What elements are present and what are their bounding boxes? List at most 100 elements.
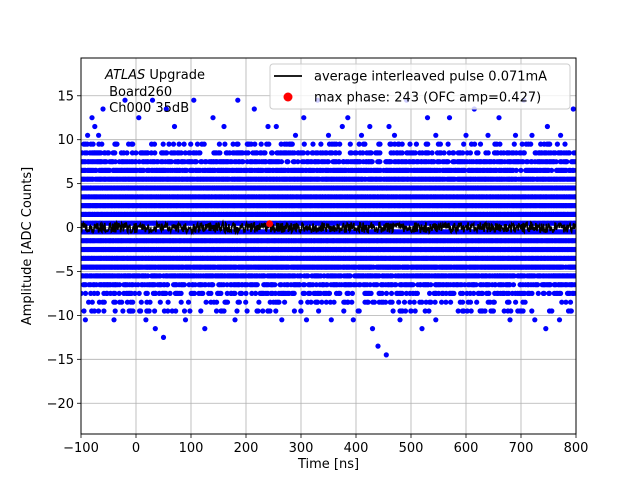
scatter-point xyxy=(371,299,378,305)
scatter-point xyxy=(379,290,385,296)
scatter-point xyxy=(254,282,260,288)
scatter-point xyxy=(410,282,416,288)
scatter-point xyxy=(323,299,329,305)
scatter-point xyxy=(368,290,374,296)
scatter-point xyxy=(486,290,492,296)
scatter-point xyxy=(239,290,245,296)
scatter-point xyxy=(145,273,151,279)
scatter-point xyxy=(165,299,171,305)
scatter-point xyxy=(432,299,438,305)
scatter-point xyxy=(448,299,454,305)
scatter-point xyxy=(234,308,240,314)
scatter-point xyxy=(185,299,192,305)
scatter-point xyxy=(426,308,432,314)
scatter-point xyxy=(573,229,576,235)
scatter-point xyxy=(101,299,107,305)
scatter-point xyxy=(291,308,297,314)
scatter-point xyxy=(419,299,425,305)
scatter-point xyxy=(563,299,569,305)
scatter-point xyxy=(236,299,242,305)
scatter-point xyxy=(345,290,351,296)
scatter-point xyxy=(187,308,193,314)
scatter-point xyxy=(501,308,507,314)
scatter-point xyxy=(411,299,417,305)
scatter-point xyxy=(399,290,405,296)
scatter-point xyxy=(272,282,278,288)
scatter-point xyxy=(573,246,576,253)
scatter-point xyxy=(513,299,519,305)
scatter-point xyxy=(112,290,118,296)
scatter-point xyxy=(347,273,353,279)
scatter-point xyxy=(559,299,565,305)
scatter-point xyxy=(460,299,466,305)
scatter-point xyxy=(443,299,449,305)
scatter-point xyxy=(337,290,343,296)
scatter-point xyxy=(214,299,220,305)
scatter-point xyxy=(116,290,122,296)
scatter-point xyxy=(218,290,224,296)
scatter-point xyxy=(383,299,389,305)
scatter-point xyxy=(165,308,171,314)
scatter-point xyxy=(82,290,89,296)
scatter-point xyxy=(315,299,321,305)
scatter-point xyxy=(138,308,144,314)
scatter-point xyxy=(573,264,576,270)
scatter-point xyxy=(451,290,457,296)
scatter-point xyxy=(200,290,206,296)
scatter-point xyxy=(535,290,541,296)
scatter-point xyxy=(558,290,564,296)
scatter-point xyxy=(341,308,347,314)
scatter-point xyxy=(439,299,445,305)
scatter-point xyxy=(573,290,576,296)
scatter-point xyxy=(165,282,171,288)
scatter-point xyxy=(396,299,402,305)
scatter-point xyxy=(507,282,513,288)
scatter-point xyxy=(89,299,95,305)
scatter-point xyxy=(81,290,84,296)
scatter-point xyxy=(326,290,333,296)
scatter-point xyxy=(81,308,87,314)
scatter-point xyxy=(407,299,413,305)
scatter-point xyxy=(249,290,255,296)
scatter-point xyxy=(297,282,303,288)
scatter-point xyxy=(260,308,266,314)
scatter-point xyxy=(511,273,517,279)
scatter-point xyxy=(573,238,576,244)
scatter-point xyxy=(455,308,461,314)
scatter-point xyxy=(573,273,576,279)
scatter-point xyxy=(547,282,554,288)
scatter-point xyxy=(401,299,408,305)
scatter-point xyxy=(522,299,528,305)
scatter-point xyxy=(167,290,173,296)
scatter-point xyxy=(427,290,433,296)
scatter-point xyxy=(243,290,249,296)
scatter-point xyxy=(390,308,396,314)
scatter-point xyxy=(112,308,118,314)
scatter-point xyxy=(112,299,118,305)
scatter-point xyxy=(345,299,351,305)
scatter-point xyxy=(86,299,92,305)
scatter-point xyxy=(253,290,259,296)
scatter-point xyxy=(178,299,184,305)
scatter-point xyxy=(367,282,373,288)
scatter-point xyxy=(529,308,535,314)
scatter-point xyxy=(467,299,474,305)
scatter-point xyxy=(389,299,395,305)
scatter-point xyxy=(508,308,514,314)
scatter-point xyxy=(573,255,576,261)
scatter-point xyxy=(491,299,497,305)
scatter-point xyxy=(191,290,198,296)
scatter-point xyxy=(365,299,371,305)
scatter-point xyxy=(152,290,159,296)
scatter-point xyxy=(479,290,486,296)
scatter-point xyxy=(210,282,216,288)
scatter-point xyxy=(181,308,188,314)
scatter-point xyxy=(331,299,337,305)
scatter-point xyxy=(474,299,480,305)
scatter-point xyxy=(282,299,288,305)
scatter-point xyxy=(383,290,390,296)
scatter-point xyxy=(163,290,169,296)
scatter-point xyxy=(101,308,107,314)
